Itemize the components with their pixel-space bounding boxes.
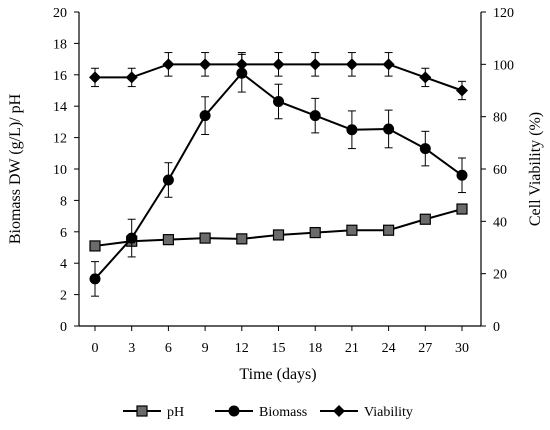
data-point-ph	[236, 233, 248, 245]
data-point-viability	[456, 84, 468, 97]
data-point-ph	[419, 213, 431, 225]
data-point-ph	[162, 234, 174, 246]
x-tick-label: 12	[235, 341, 249, 356]
legend-item-biomass: Biomass	[215, 405, 307, 420]
left-tick-label: 8	[60, 194, 67, 209]
x-tick-label: 24	[382, 341, 396, 356]
left-tick-label: 12	[53, 132, 67, 147]
legend: pH Biomass Viability	[123, 405, 413, 420]
series-layer	[89, 52, 468, 297]
series-viability	[89, 52, 468, 101]
data-point-viability	[309, 58, 322, 71]
x-tick-label: 18	[308, 341, 322, 356]
legend-label: Viability	[364, 405, 413, 420]
x-tick-label: 0	[92, 341, 99, 356]
left-tick-label: 16	[53, 69, 67, 84]
right-axis-ticks: 0 20 40 60 80 100 120	[481, 6, 514, 335]
data-point-biomass	[126, 232, 138, 244]
legend-label: pH	[167, 405, 184, 420]
left-tick-label: 2	[60, 289, 67, 304]
left-tick-label: 20	[53, 6, 67, 21]
data-point-biomass	[89, 273, 101, 285]
left-axis-title: Biomass DW (g/L)/ pH	[7, 93, 24, 244]
data-point-viability	[382, 58, 395, 71]
data-point-ph	[199, 232, 211, 244]
right-tick-label: 20	[493, 268, 507, 283]
data-point-viability	[199, 58, 212, 71]
data-point-biomass	[419, 143, 431, 155]
x-tick-label: 9	[202, 341, 209, 356]
right-tick-label: 0	[493, 320, 500, 335]
data-point-viability	[345, 58, 358, 71]
right-tick-label: 60	[493, 163, 507, 178]
data-point-biomass	[346, 124, 358, 136]
data-point-ph	[89, 240, 101, 252]
data-point-viability	[419, 71, 432, 84]
x-tick-label: 27	[418, 341, 432, 356]
data-point-ph	[383, 224, 395, 236]
legend-marker-viability	[333, 405, 345, 417]
x-tick-label: 15	[272, 341, 286, 356]
data-point-viability	[89, 71, 101, 84]
right-tick-label: 40	[493, 215, 507, 230]
x-tick-label: 30	[455, 341, 469, 356]
data-point-biomass	[383, 123, 395, 135]
legend-label: Biomass	[259, 405, 307, 420]
left-tick-label: 18	[53, 37, 67, 52]
legend-marker-biomass	[228, 405, 240, 417]
data-point-biomass	[162, 174, 174, 186]
right-axis-title: Cell Viability (%)	[527, 112, 544, 226]
left-tick-label: 6	[60, 226, 67, 241]
right-tick-label: 100	[493, 58, 514, 73]
data-point-viability	[235, 58, 248, 71]
x-axis-ticks: 0 3 6 9 12 15 18 21 24 27 30	[92, 326, 469, 356]
data-point-biomass	[309, 110, 321, 122]
data-point-viability	[272, 58, 285, 71]
data-point-biomass	[199, 110, 211, 122]
data-point-ph	[272, 229, 285, 241]
x-tick-label: 21	[345, 341, 359, 356]
data-point-ph	[456, 203, 468, 215]
series-biomass	[89, 53, 468, 297]
data-point-ph	[346, 224, 358, 236]
x-tick-label: 6	[165, 341, 172, 356]
series-ph	[89, 203, 468, 252]
data-point-biomass	[456, 169, 468, 181]
legend-marker-ph	[136, 405, 148, 417]
left-axis-ticks: 0 2 4 6 8 10 12 14 16 18 20	[53, 6, 79, 335]
left-tick-label: 4	[60, 257, 67, 272]
right-tick-label: 120	[493, 6, 514, 21]
left-tick-label: 0	[60, 320, 67, 335]
data-point-viability	[162, 58, 175, 71]
data-point-viability	[125, 71, 138, 84]
x-axis-title: Time (days)	[239, 366, 316, 383]
axes	[78, 12, 482, 327]
data-point-biomass	[273, 95, 284, 107]
left-tick-label: 14	[53, 100, 67, 115]
data-point-ph	[309, 226, 321, 239]
x-tick-label: 3	[128, 341, 135, 356]
right-tick-label: 80	[493, 111, 507, 126]
legend-item-ph: pH	[123, 405, 184, 420]
legend-item-viability: Viability	[320, 405, 413, 420]
left-tick-label: 10	[53, 163, 67, 178]
